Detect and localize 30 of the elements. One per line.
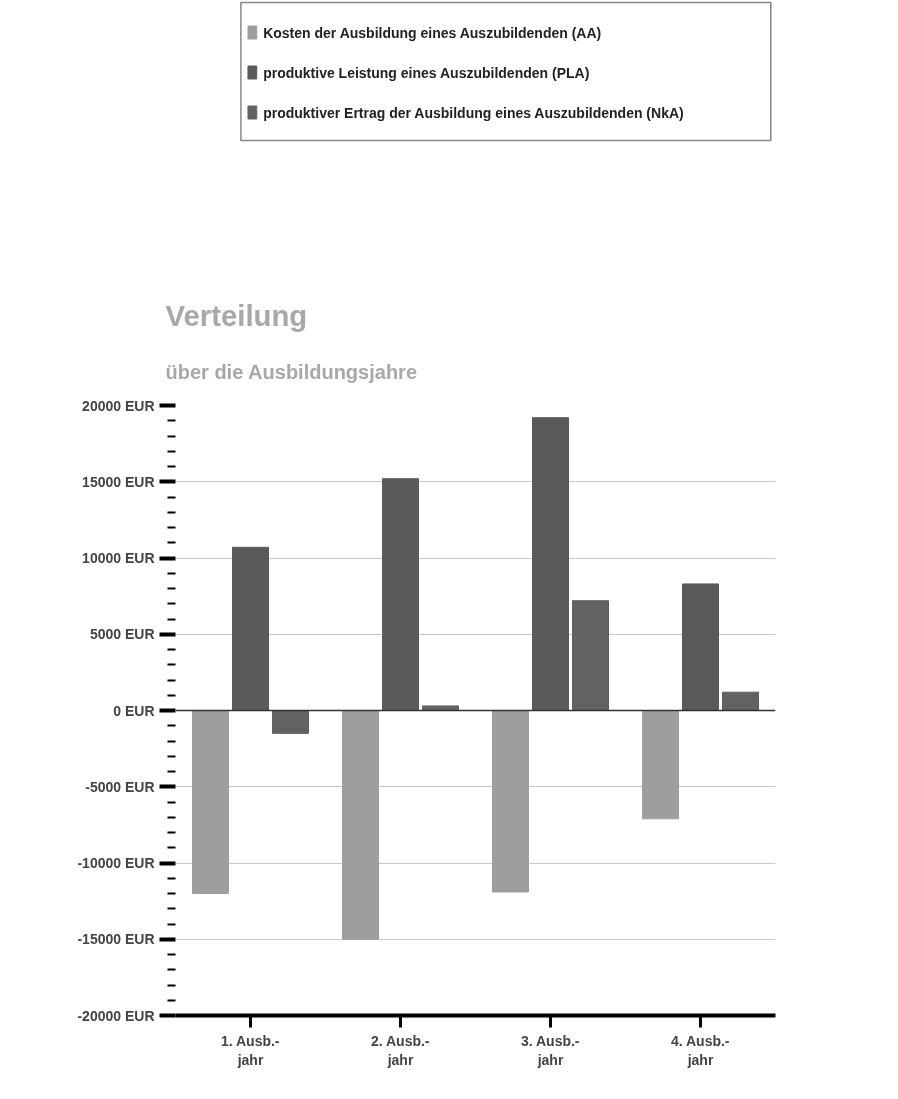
bar	[272, 710, 309, 734]
bar	[192, 710, 229, 894]
chart-subtitle: über die Ausbildungsjahre	[165, 361, 418, 383]
y-tick-label: 20000 EUR	[82, 397, 155, 414]
y-tick-label: -20000 EUR	[77, 1007, 155, 1024]
bar	[572, 600, 609, 711]
y-tick-label: 0 EUR	[113, 702, 155, 719]
legend-label: produktive Leistung eines Auszubildenden (PLA)	[263, 64, 590, 81]
bar	[722, 691, 759, 711]
bar	[422, 705, 459, 711]
bar	[492, 710, 529, 893]
y-tick-label: -10000 EUR	[77, 855, 155, 871]
bar	[232, 546, 269, 711]
bar	[382, 478, 419, 711]
y-tick-label: -15000 EUR	[77, 931, 155, 948]
legend-label: produktiver Ertrag der Ausbildung eines Auszubildenden (NkA)	[263, 104, 684, 121]
y-tick-label: 10000 EUR	[82, 550, 155, 566]
bar	[342, 710, 379, 940]
y-tick-label: 5000 EUR	[89, 626, 155, 643]
x-tick-label: 4. Ausb.- jahr	[670, 1032, 730, 1068]
legend-label: Kosten der Ausbildung eines Auszubildenden (AA)	[263, 24, 602, 41]
y-tick-label: -5000 EUR	[85, 778, 155, 795]
y-tick-label: 15000 EUR	[82, 473, 155, 490]
bar	[532, 417, 569, 711]
chart-title: Verteilung	[165, 298, 308, 332]
bar	[642, 710, 679, 820]
x-tick-label: 1. Ausb.- jahr	[220, 1032, 280, 1068]
bar	[682, 583, 719, 711]
x-tick-label: 2. Ausb.- jahr	[370, 1032, 430, 1068]
x-tick-label: 3. Ausb.- jahr	[520, 1032, 580, 1068]
